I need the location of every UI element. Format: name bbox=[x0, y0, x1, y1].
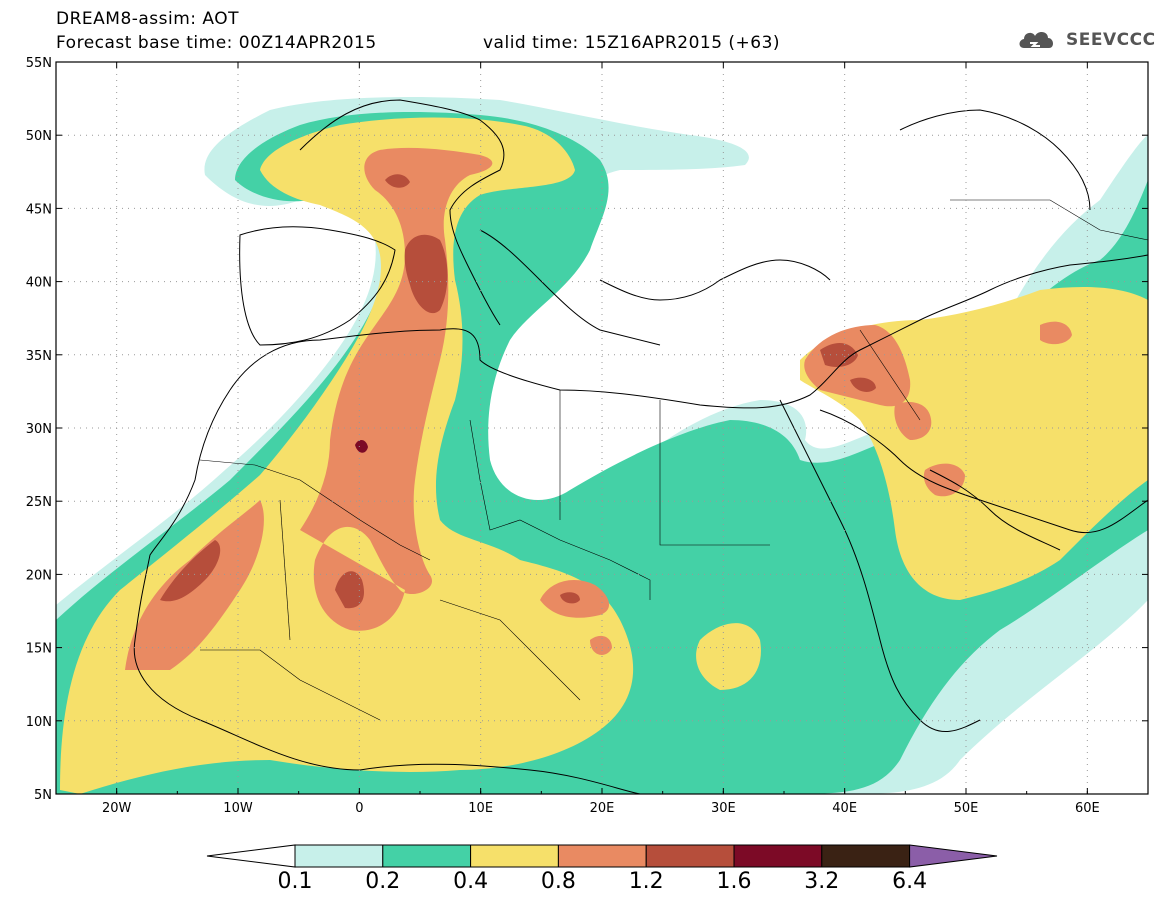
lat-label: 35N bbox=[26, 349, 52, 364]
seevccc-logo-text: SEEVCCC bbox=[1066, 30, 1156, 50]
colorbar-swatch bbox=[645, 844, 735, 868]
aot-contour-1.6 bbox=[355, 439, 368, 453]
lon-label: 20W bbox=[102, 801, 132, 816]
colorbar-label: 3.2 bbox=[804, 869, 840, 894]
colorbar-label: 1.6 bbox=[716, 869, 752, 894]
colorbar-label: 0.2 bbox=[365, 869, 401, 894]
colorbar-label: 0.8 bbox=[540, 869, 576, 894]
lat-label: 55N bbox=[26, 56, 52, 71]
lon-label: 20E bbox=[590, 801, 615, 816]
lon-label: 60E bbox=[1075, 801, 1100, 816]
colorbar-swatch bbox=[294, 844, 384, 868]
lat-label: 15N bbox=[26, 642, 52, 657]
valid-time: valid time: 15Z16APR2015 (+63) bbox=[483, 33, 781, 53]
colorbar-label: 0.1 bbox=[277, 869, 313, 894]
lon-label: 50E bbox=[954, 801, 979, 816]
latitude-labels: 55N 50N 45N 40N 35N 30N 25N 20N 15N 10N 5N bbox=[26, 56, 52, 803]
lat-label: 25N bbox=[26, 495, 52, 510]
axis-ticks bbox=[55, 61, 1149, 795]
coastlines bbox=[133, 99, 1148, 794]
lat-label: 45N bbox=[26, 202, 52, 217]
colorbar-swatch bbox=[557, 844, 647, 868]
colorbar-high-arrow bbox=[909, 844, 998, 868]
lat-label: 40N bbox=[26, 276, 52, 291]
forecast-base-time: Forecast base time: 00Z14APR2015 bbox=[56, 33, 377, 53]
lon-label: 0 bbox=[355, 801, 363, 816]
lat-label: 20N bbox=[26, 568, 52, 583]
lat-label: 30N bbox=[26, 422, 52, 437]
map-title: DREAM8-assim: AOT bbox=[56, 9, 240, 29]
colorbar-label: 6.4 bbox=[892, 869, 928, 894]
lon-label: 10E bbox=[468, 801, 493, 816]
colorbar-swatch bbox=[821, 844, 911, 868]
lat-label: 50N bbox=[26, 129, 52, 144]
lon-label: 40E bbox=[832, 801, 857, 816]
colorbar-swatch bbox=[470, 844, 559, 868]
grid-lines bbox=[56, 62, 1148, 794]
colorbar-low-arrow bbox=[206, 844, 296, 868]
colorbar-swatch bbox=[733, 844, 823, 868]
colorbar-label: 1.2 bbox=[628, 869, 664, 894]
colorbar-swatch bbox=[382, 844, 472, 868]
lon-label: 10W bbox=[223, 801, 253, 816]
colorbar-label: 0.4 bbox=[453, 869, 489, 894]
country-borders bbox=[199, 199, 1148, 721]
aot-contour-0.4 bbox=[60, 117, 1148, 794]
cloud-logo-icon bbox=[1019, 32, 1054, 48]
aot-contour-0.8 bbox=[125, 147, 1072, 670]
lat-label: 10N bbox=[26, 715, 52, 730]
lon-label: 30E bbox=[711, 801, 736, 816]
longitude-labels: 20W 10W 0 10E 20E 30E 40E 50E 60E bbox=[102, 801, 1100, 816]
colorbar bbox=[206, 844, 998, 868]
lat-label: 5N bbox=[34, 788, 52, 803]
